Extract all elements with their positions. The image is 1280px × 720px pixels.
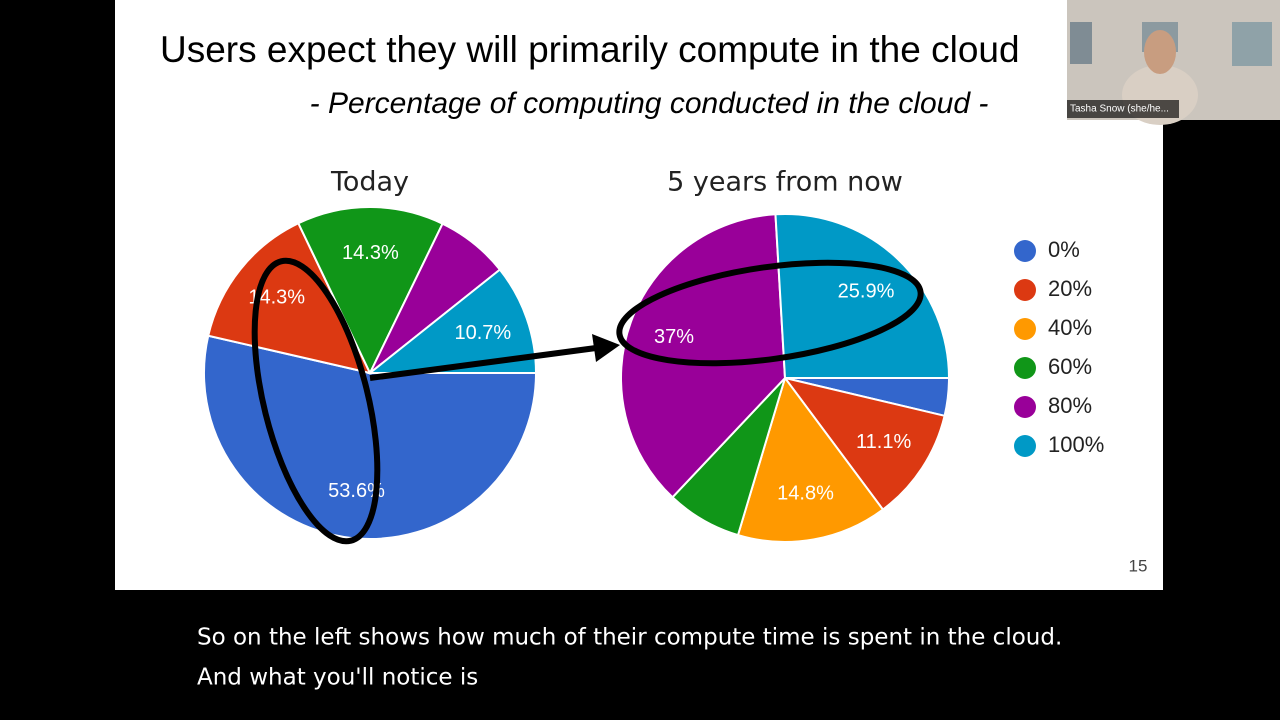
legend-label: 0%	[1048, 237, 1080, 262]
data-label: 11.1%	[856, 431, 911, 453]
highlight-ellipse	[251, 257, 381, 545]
pie-slice	[736, 375, 885, 543]
caption-line: And what you'll notice is	[197, 665, 478, 691]
wall-picture	[1232, 22, 1272, 66]
legend-swatch	[1014, 357, 1036, 379]
legend-swatch	[1014, 435, 1036, 457]
legend-swatch	[1014, 318, 1036, 340]
charts: Today 53.6% 14.3% 14.3% 10.7% 5 years from no…	[203, 167, 1104, 543]
data-label: 53.6%	[328, 480, 385, 502]
legend-swatch	[1014, 240, 1036, 262]
legend-label: 100%	[1048, 432, 1104, 457]
legend-label: 80%	[1048, 393, 1092, 418]
chart-title: Today	[330, 167, 409, 198]
legend-label: 60%	[1048, 354, 1092, 379]
name-tag	[1067, 100, 1179, 118]
pie-slice	[207, 221, 372, 375]
annotations	[251, 257, 924, 545]
pie-slice	[367, 268, 538, 374]
pie-slice	[297, 206, 444, 376]
pie-slice	[774, 213, 951, 379]
participant-name: Tasha Snow (she/he...	[1070, 104, 1169, 115]
legend-label: 40%	[1048, 315, 1092, 340]
data-label: 14.8%	[777, 483, 834, 505]
webcam: Tasha Snow (she/he...	[1067, 0, 1280, 125]
slide-title: Users expect they will primarily compute…	[160, 29, 1020, 70]
data-label: 37%	[654, 326, 694, 348]
data-label: 25.9%	[838, 280, 895, 302]
pie-slice	[782, 376, 946, 511]
arrow	[369, 345, 597, 381]
legend-swatch	[1014, 279, 1036, 301]
wall-picture	[1070, 22, 1092, 64]
person-head	[1144, 30, 1176, 74]
slide-subtitle: - Percentage of computing conducted in t…	[310, 87, 989, 120]
legend-swatch	[1014, 396, 1036, 418]
highlight-ellipse	[616, 259, 924, 367]
pie-slice	[620, 213, 787, 499]
chart-title: 5 years from now	[667, 167, 903, 198]
arrow-head	[592, 334, 620, 362]
caption-line: So on the left shows how much of their c…	[197, 625, 1062, 651]
page-number: 15	[1129, 556, 1148, 575]
data-label: 14.3%	[248, 287, 305, 309]
data-label: 14.3%	[342, 242, 399, 264]
data-label: 10.7%	[454, 322, 511, 344]
legend-label: 20%	[1048, 276, 1092, 301]
